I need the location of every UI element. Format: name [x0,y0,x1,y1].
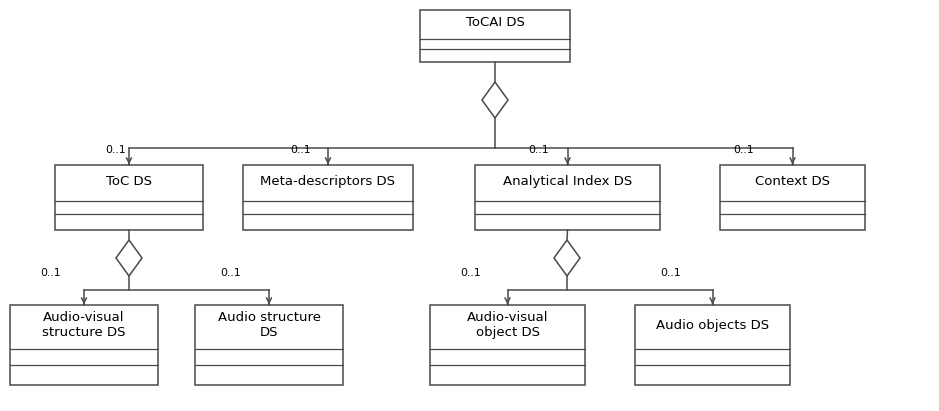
Bar [430,305,585,385]
Text: Meta-descriptors DS: Meta-descriptors DS [260,175,395,188]
Text: 0..1: 0..1 [40,268,61,278]
Text: 0..1: 0..1 [105,145,126,155]
Bar [243,165,413,230]
Bar [195,305,343,385]
Text: Audio objects DS: Audio objects DS [656,319,769,332]
Text: 0..1: 0..1 [290,145,311,155]
Text: 0..1: 0..1 [733,145,754,155]
Polygon shape [482,82,508,118]
Text: 0..1: 0..1 [220,268,240,278]
Text: ToC DS: ToC DS [106,175,152,188]
Text: 0..1: 0..1 [460,268,481,278]
Bar [10,305,158,385]
Text: ToCAI DS: ToCAI DS [466,16,525,30]
Polygon shape [116,240,142,276]
Text: Context DS: Context DS [755,175,830,188]
Bar [635,305,790,385]
Text: 0..1: 0..1 [528,145,548,155]
Text: 0..1: 0..1 [660,268,681,278]
Text: Audio-visual
object DS: Audio-visual object DS [467,311,548,339]
Bar [420,10,570,62]
Text: Audio-visual
structure DS: Audio-visual structure DS [42,311,126,339]
Polygon shape [554,240,580,276]
Text: Analytical Index DS: Analytical Index DS [503,175,632,188]
Text: Audio structure
DS: Audio structure DS [218,311,320,339]
Bar [475,165,660,230]
Bar [720,165,865,230]
Bar [55,165,203,230]
